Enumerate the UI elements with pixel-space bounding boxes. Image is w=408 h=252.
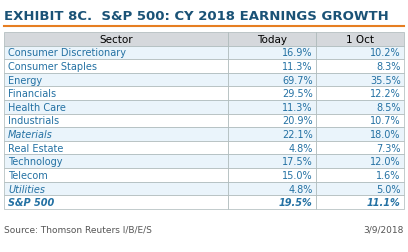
Text: 17.5%: 17.5% [282,157,313,167]
Text: 5.0%: 5.0% [376,184,401,194]
Text: 19.5%: 19.5% [279,197,313,207]
Text: 20.9%: 20.9% [282,116,313,126]
Text: 69.7%: 69.7% [282,75,313,85]
Text: 8.5%: 8.5% [376,102,401,112]
Text: Today: Today [257,35,287,45]
Text: Health Care: Health Care [8,102,66,112]
Text: 16.9%: 16.9% [282,48,313,58]
Text: Materials: Materials [8,130,53,140]
Text: 15.0%: 15.0% [282,170,313,180]
Text: S&P 500: S&P 500 [8,197,54,207]
Text: 12.0%: 12.0% [370,157,401,167]
Text: Financials: Financials [8,89,56,99]
Text: Source: Thomson Reuters I/B/E/S: Source: Thomson Reuters I/B/E/S [4,224,152,233]
Text: Utilities: Utilities [8,184,45,194]
Text: Industrials: Industrials [8,116,59,126]
Text: Energy: Energy [8,75,42,85]
Text: EXHIBIT 8C.  S&P 500: CY 2018 EARNINGS GROWTH: EXHIBIT 8C. S&P 500: CY 2018 EARNINGS GR… [4,10,389,23]
Text: 8.3%: 8.3% [376,62,401,72]
Text: 1 Oct: 1 Oct [346,35,374,45]
Text: Consumer Staples: Consumer Staples [8,62,97,72]
Text: Technology: Technology [8,157,63,167]
Text: Sector: Sector [99,35,133,45]
Text: 4.8%: 4.8% [288,143,313,153]
Text: 3/9/2018: 3/9/2018 [364,224,404,233]
Text: 22.1%: 22.1% [282,130,313,140]
Text: 11.3%: 11.3% [282,62,313,72]
Text: Telecom: Telecom [8,170,48,180]
Text: 12.2%: 12.2% [370,89,401,99]
Text: 35.5%: 35.5% [370,75,401,85]
Text: Real Estate: Real Estate [8,143,64,153]
Text: 1.6%: 1.6% [376,170,401,180]
Text: 11.1%: 11.1% [367,197,401,207]
Text: 10.2%: 10.2% [370,48,401,58]
Text: 7.3%: 7.3% [376,143,401,153]
Text: Consumer Discretionary: Consumer Discretionary [8,48,126,58]
Text: 29.5%: 29.5% [282,89,313,99]
Text: 18.0%: 18.0% [370,130,401,140]
Text: 11.3%: 11.3% [282,102,313,112]
Text: 10.7%: 10.7% [370,116,401,126]
Text: 4.8%: 4.8% [288,184,313,194]
